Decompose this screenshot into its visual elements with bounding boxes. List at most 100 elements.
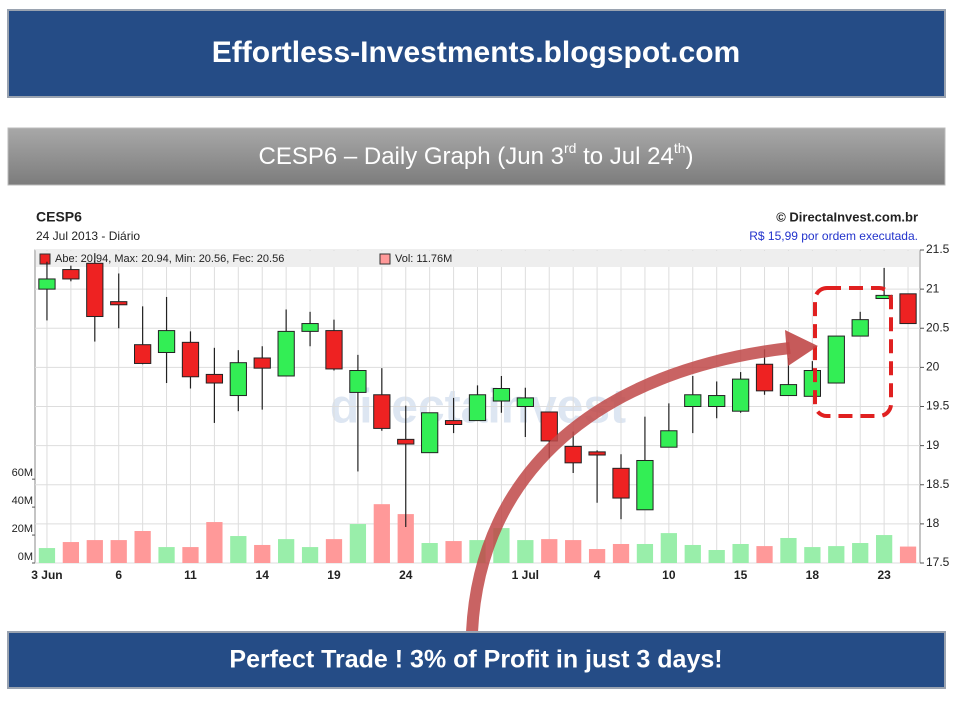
candle-body [205, 373, 224, 384]
x-tick-label: 23 [877, 568, 891, 582]
volume-bar [254, 544, 271, 563]
legend-text: Vol: 11.76M [395, 253, 452, 265]
candle-body [444, 420, 463, 425]
candle-body [373, 394, 391, 429]
volume-bar [134, 531, 151, 563]
candle-body [349, 370, 367, 393]
subtitle-part: ) [686, 143, 694, 170]
legend-text: Abe: 20.94, Max: 20.94, Min: 20.56, Fec:… [55, 253, 284, 265]
y-tick-label: 21 [926, 281, 940, 295]
candle-body [827, 335, 845, 384]
volume-bar [445, 541, 462, 563]
candle-body [110, 301, 128, 306]
volume-bar [541, 539, 558, 563]
x-tick-label: 10 [662, 568, 676, 582]
volume-bar [588, 549, 606, 563]
subtitle-sup: rd [564, 140, 576, 156]
volume-bar [684, 544, 701, 563]
volume-bar [421, 543, 438, 563]
volume-bar [636, 543, 654, 563]
candle-body [253, 357, 271, 369]
candle-body [564, 445, 582, 464]
y-tick-label: 17.5 [926, 555, 950, 569]
candle-body [779, 384, 798, 397]
legend-swatch [39, 253, 51, 265]
subtitle-box [7, 127, 946, 186]
volume-bar [612, 543, 630, 563]
volume-bar [517, 540, 534, 563]
source-note: R$ 15,99 por ordem executada. [749, 229, 918, 243]
candle-body [588, 451, 606, 456]
candle-body [421, 412, 439, 454]
candle-body [229, 362, 247, 397]
candle-body [397, 438, 415, 445]
volume-bar [206, 522, 223, 563]
footer-text: Perfect Trade ! 3% of Profit in just 3 d… [229, 646, 722, 674]
volume-bar [732, 543, 749, 563]
candle-body [516, 397, 534, 407]
volume-bar [660, 533, 677, 563]
y2-tick-label: 0M [18, 551, 33, 563]
volume-bar [301, 547, 319, 563]
candle-body [660, 430, 678, 448]
candle-body [134, 344, 152, 364]
candle-body [731, 378, 750, 412]
candle-body [851, 319, 869, 337]
volume-bar [110, 540, 127, 563]
y2-tick-label: 60M [12, 467, 33, 479]
volume-bar [756, 546, 773, 563]
volume-bar [780, 537, 797, 563]
candle-body [803, 370, 821, 397]
candle-body [181, 341, 200, 378]
volume-bar [230, 536, 247, 563]
x-tick-label: 4 [594, 568, 601, 582]
y-tick-label: 19 [926, 438, 940, 452]
x-tick-label: 24 [399, 568, 413, 582]
subtitle-part: to Jul 24 [576, 143, 673, 170]
candle-body [492, 388, 511, 402]
volume-bar [899, 546, 917, 563]
x-tick-label: 11 [184, 568, 197, 582]
chart-subtitle: 24 Jul 2013 - Diário [36, 229, 140, 243]
volume-bar [397, 514, 414, 563]
chart-title: CESP6 [36, 209, 82, 225]
subtitle-part: CESP6 – Daily Graph (Jun 3 [258, 143, 563, 170]
y2-tick-label: 20M [12, 523, 33, 535]
x-tick-label: 18 [806, 568, 820, 582]
header-title: Effortless-Investments.blogspot.com [212, 36, 740, 69]
volume-bar [708, 550, 725, 563]
source: © DirectaInvest.com.br [776, 209, 918, 224]
subtitle: CESP6 – Daily Graph (Jun 3rd to Jul 24th… [258, 140, 693, 171]
candle-body [755, 363, 774, 392]
volume-bar [278, 539, 295, 563]
volume-bar [349, 524, 367, 563]
candle-body [301, 323, 319, 332]
y2-tick-label: 40M [12, 495, 33, 507]
arrow-head [785, 330, 818, 366]
chart: CESP6 24 Jul 2013 - Diário © DirectaInve… [12, 209, 950, 582]
y-tick-label: 20.5 [926, 320, 950, 334]
y-tick-label: 18 [926, 516, 940, 530]
y-tick-label: 19.5 [926, 399, 950, 413]
footer-box [7, 631, 946, 689]
volume-bar [804, 547, 821, 563]
highlight-box [813, 286, 893, 418]
x-tick-label: 1 Jul [512, 568, 539, 582]
candle-body [277, 330, 295, 377]
volume-bar [86, 540, 103, 563]
volume-bar [852, 543, 869, 563]
y-tick-label: 21.5 [926, 242, 950, 256]
volume-bar [158, 547, 175, 563]
candle-body [62, 269, 80, 280]
legend-swatch [379, 253, 391, 265]
y-tick-label: 20 [926, 360, 940, 374]
volume-bar [565, 540, 582, 563]
volume-bar [182, 547, 199, 563]
candle-body [540, 411, 558, 442]
candle-body [636, 459, 654, 511]
x-tick-label: 15 [734, 568, 748, 582]
candle-body [684, 394, 702, 408]
volume-bar [38, 548, 56, 563]
